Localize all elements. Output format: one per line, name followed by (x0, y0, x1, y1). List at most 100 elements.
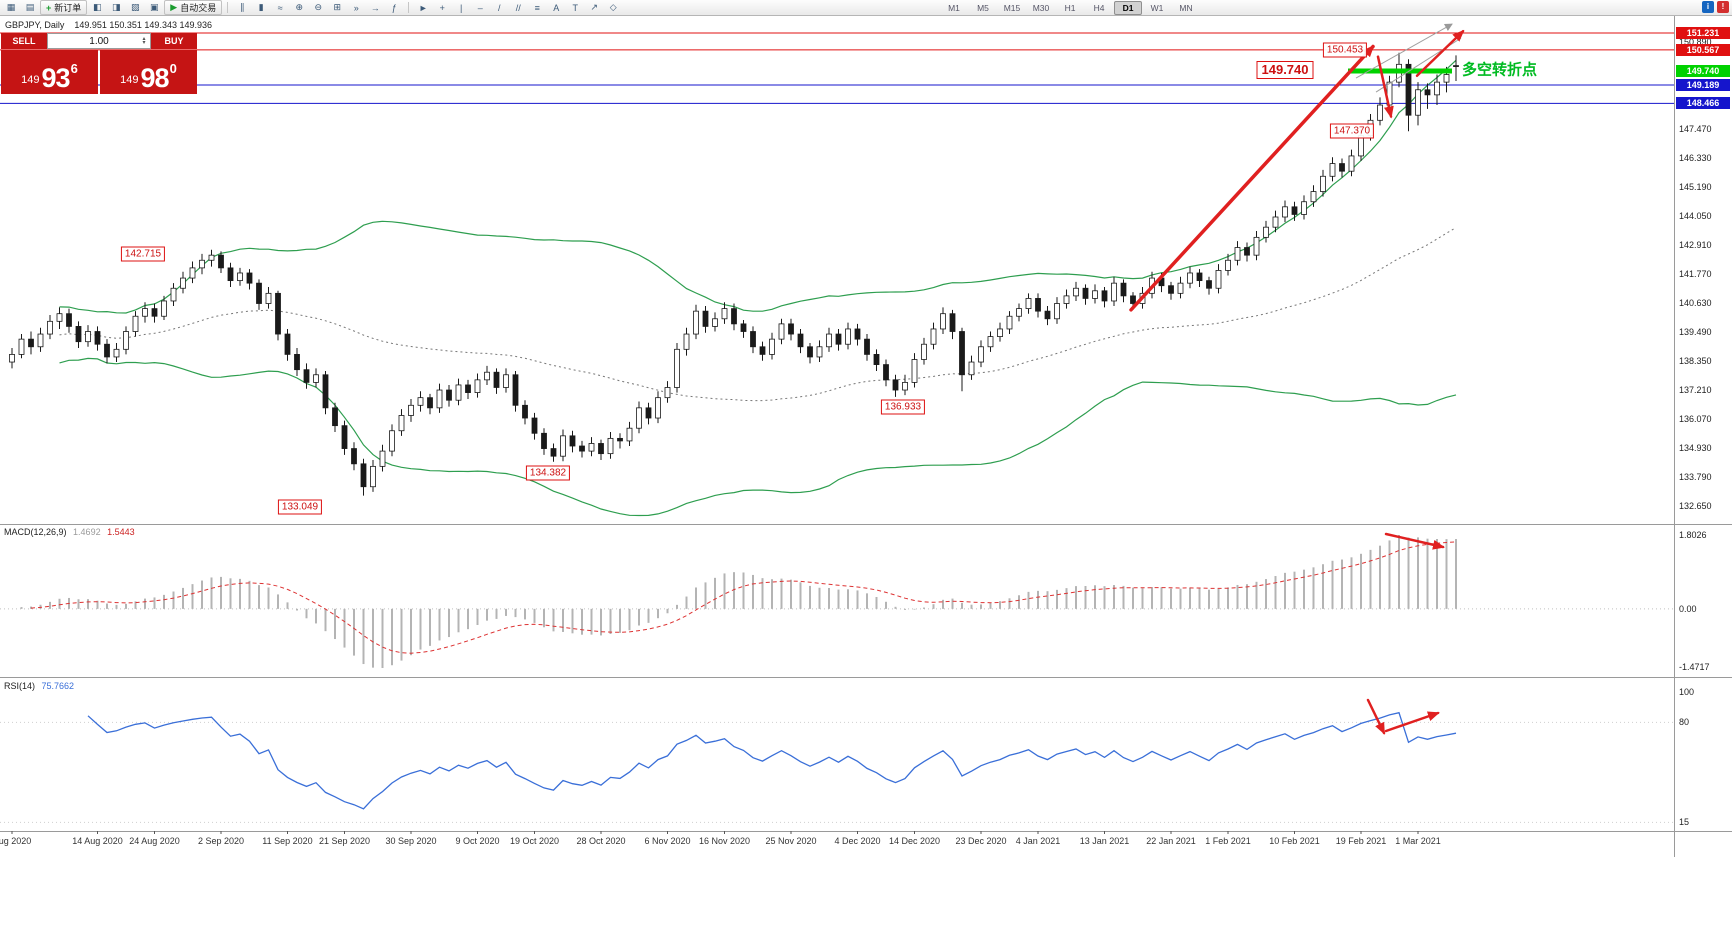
new-order-button-label: 新订单 (54, 3, 82, 13)
price-line-tag: 148.466 (1676, 97, 1730, 110)
price-callout: 136.933 (880, 399, 926, 415)
price-line-tag: 149.189 (1676, 78, 1730, 91)
candlestick-chart-icon[interactable]: ▮ (258, 2, 264, 12)
price-callout: 134.382 (525, 465, 571, 481)
fibonacci-icon[interactable]: ≡ (534, 2, 540, 13)
news-badge-icon[interactable]: i (1702, 1, 1714, 13)
zoom-out-icon[interactable]: ⊖ (314, 2, 322, 12)
date-axis-label: 22 Jan 2021 (1146, 836, 1196, 846)
macd-signal-value: 1.5443 (107, 527, 135, 537)
price-scale-label: 139.490 (1679, 326, 1712, 337)
date-axis-label: 4 Jan 2021 (1015, 836, 1061, 846)
toolbar-separator (408, 2, 410, 13)
price-callout: 149.740 (1256, 60, 1314, 79)
timeframe-h1[interactable]: H1 (1064, 3, 1076, 13)
price-line-tag: 150.567 (1676, 43, 1730, 56)
autotrade-button[interactable]: ▶ 自动交易 (164, 0, 223, 15)
price-callout: 150.453 (1322, 42, 1368, 58)
sell-button[interactable]: SELL (1, 33, 47, 49)
terminal-icon[interactable]: ▣ (150, 2, 159, 12)
auto-scroll-icon[interactable]: » (353, 2, 359, 13)
rsi-scale-label: 15 (1679, 817, 1690, 828)
date-axis-label: 14 Dec 2020 (888, 836, 941, 846)
sell-price-button[interactable]: 149 93 6 (1, 50, 98, 94)
vertical-line-icon[interactable]: | (460, 2, 463, 13)
volume-stepper[interactable]: ▴ ▾ (139, 34, 149, 48)
indicators-icon[interactable]: ƒ (391, 2, 397, 13)
timeframe-m30[interactable]: M30 (1032, 3, 1050, 13)
price-line-tag: 151.231 (1676, 27, 1730, 39)
date-axis-label: 23 Dec 2020 (955, 836, 1007, 846)
date-axis-label: 21 Sep 2020 (318, 836, 371, 846)
date-axis-label: 4 Dec 2020 (834, 836, 881, 846)
timeframe-m15[interactable]: M15 (1003, 3, 1021, 13)
sell-price-sup: 6 (70, 61, 78, 76)
timeframe-m1[interactable]: M1 (948, 3, 960, 13)
buy-price-button[interactable]: 149 98 0 (100, 50, 197, 94)
timeframe-d1[interactable]: D1 (1114, 1, 1142, 15)
navigator-icon[interactable]: ▧ (131, 2, 140, 12)
arrows-icon[interactable]: ↗ (590, 2, 598, 12)
text-icon[interactable]: A (553, 2, 560, 13)
date-axis-label: 14 Aug 2020 (72, 836, 123, 846)
crosshair-icon[interactable]: + (439, 2, 445, 13)
timeframe-mn[interactable]: MN (1179, 3, 1193, 13)
sell-price-big: 93 (41, 63, 71, 94)
date-axis-label: 9 Oct 2020 (455, 836, 500, 846)
rsi-scale-label: 100 (1679, 686, 1695, 697)
line-chart-icon[interactable]: ≈ (277, 2, 283, 13)
shapes-icon[interactable]: ◇ (609, 2, 617, 12)
macd-scale-label: -1.4717 (1679, 662, 1710, 672)
channel-icon[interactable]: // (515, 2, 521, 13)
date-axis-label: 10 Feb 2021 (1269, 836, 1320, 846)
date-axis-label: 13 Jan 2021 (1079, 836, 1130, 846)
price-callout: 133.049 (277, 499, 323, 515)
price-callout: 142.715 (120, 246, 166, 262)
toolbar-separator (227, 2, 229, 13)
volume-input[interactable]: 1.00 ▴ ▾ (47, 33, 151, 49)
bar-chart-icon[interactable]: ∥ (239, 2, 245, 12)
stepper-up-icon[interactable]: ▴ (142, 36, 146, 42)
price-scale-label: 141.770 (1679, 268, 1712, 279)
volume-value: 1.00 (89, 35, 109, 47)
data-window-icon[interactable]: ◨ (112, 2, 121, 12)
autotrade-button-label: 自动交易 (180, 3, 217, 13)
timeframe-m5[interactable]: M5 (977, 3, 989, 13)
profiles-icon[interactable]: ▤ (25, 2, 35, 12)
symbol-ohlc-line: GBPJPY, Daily 149.951 150.351 149.343 14… (5, 20, 212, 30)
sell-price-prefix: 149 (21, 74, 40, 86)
price-scale-label: 142.910 (1679, 239, 1712, 250)
timeframe-w1[interactable]: W1 (1150, 3, 1164, 13)
timeframe-h4[interactable]: H4 (1093, 3, 1105, 13)
new-order-button[interactable]: + 新订单 (40, 0, 88, 15)
tile-windows-icon[interactable]: ⊞ (333, 2, 341, 12)
date-axis-label: 6 Nov 2020 (644, 836, 691, 846)
one-click-trading-panel: SELL 1.00 ▴ ▾ BUY 149 93 6 149 98 0 (1, 33, 197, 94)
horizontal-line-icon[interactable]: – (477, 2, 483, 13)
alert-badge-icon[interactable]: ! (1717, 1, 1729, 13)
buy-button[interactable]: BUY (151, 33, 197, 49)
new-chart-icon[interactable]: ▦ (6, 2, 16, 12)
cursor-icon[interactable]: ► (418, 2, 428, 13)
date-axis-label: 2 Sep 2020 (197, 836, 245, 846)
date-axis-label: 19 Feb 2021 (1335, 836, 1387, 846)
date-axis-label: 1 Feb 2021 (1205, 836, 1251, 846)
buy-price-sup: 0 (169, 61, 177, 76)
macd-main-value: 1.4692 (73, 527, 101, 537)
zoom-in-icon[interactable]: ⊕ (295, 2, 303, 12)
market-watch-icon[interactable]: ◧ (93, 2, 102, 12)
chart-shift-icon[interactable]: → (370, 2, 380, 13)
date-axis-label: Aug 2020 (0, 836, 32, 846)
price-callout: 147.370 (1329, 123, 1375, 139)
label-icon[interactable]: T (572, 2, 578, 13)
price-scale-label: 138.350 (1679, 355, 1712, 366)
new-order-icon: + (46, 2, 52, 13)
toolbar-buttons: ▦ ▤ + 新订单 ◧ ◨ ▧ ▣ ▶ 自动交易 ∥ ▮ ≈ ⊕ ⊖ ⊞» → ƒ ► + | – ///≡ A T ↗ ◇ (2, 0, 622, 15)
stepper-down-icon[interactable]: ▾ (142, 40, 146, 46)
toolbar: ▦ ▤ + 新订单 ◧ ◨ ▧ ▣ ▶ 自动交易 ∥ ▮ ≈ ⊕ ⊖ ⊞» → ƒ ► + | – ///≡ A T ↗ ◇ M1 M… (0, 0, 1732, 16)
price-scale-label: 144.050 (1679, 210, 1712, 221)
autotrade-icon: ▶ (170, 2, 178, 12)
trendline-icon[interactable]: / (497, 2, 501, 13)
